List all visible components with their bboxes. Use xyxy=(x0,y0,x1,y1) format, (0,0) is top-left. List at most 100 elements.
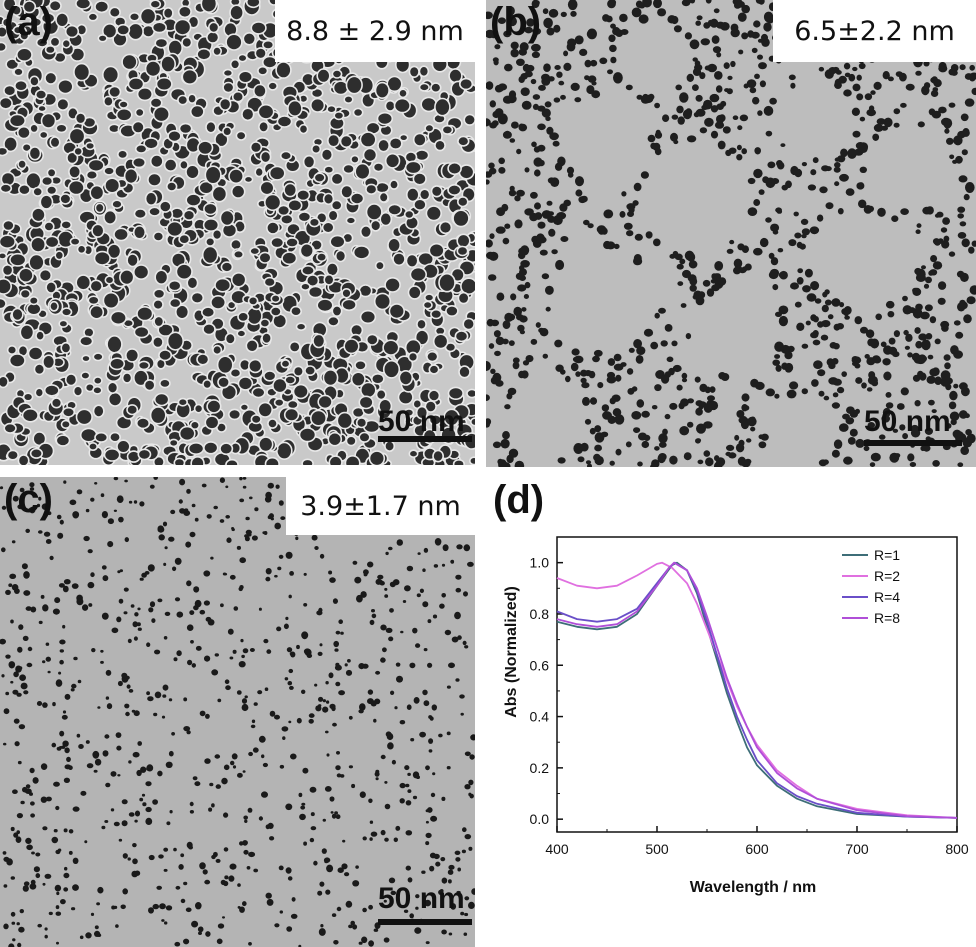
nanoparticle xyxy=(204,415,220,430)
nanoparticle xyxy=(101,511,108,519)
nanoparticle xyxy=(961,238,970,248)
nanoparticle xyxy=(175,885,181,890)
nanoparticle xyxy=(554,339,563,348)
nanoparticle xyxy=(950,419,957,426)
nanoparticle xyxy=(322,706,329,713)
nanoparticle xyxy=(925,276,932,284)
nanoparticle xyxy=(278,500,284,506)
nanoparticle xyxy=(110,808,115,812)
nanoparticle xyxy=(372,162,385,173)
nanoparticle xyxy=(839,302,845,308)
nanoparticle xyxy=(254,47,267,60)
nanoparticle xyxy=(859,166,867,173)
nanoparticle xyxy=(873,123,884,132)
nanoparticle xyxy=(122,853,128,859)
nanoparticle xyxy=(296,717,302,724)
nanoparticle xyxy=(464,784,471,790)
nanoparticle xyxy=(682,269,691,279)
nanoparticle xyxy=(264,193,282,212)
nanoparticle xyxy=(964,413,970,419)
nanoparticle xyxy=(493,330,501,338)
nanoparticle xyxy=(183,726,191,732)
nanoparticle xyxy=(851,356,859,362)
nanoparticle xyxy=(737,125,743,131)
nanoparticle xyxy=(173,847,177,852)
nanoparticle xyxy=(242,901,247,907)
nanoparticle xyxy=(370,372,385,385)
nanoparticle xyxy=(393,837,398,843)
nanoparticle xyxy=(175,263,193,281)
nanoparticle xyxy=(88,603,93,607)
nanoparticle xyxy=(581,382,590,389)
nanoparticle xyxy=(94,0,110,14)
nanoparticle xyxy=(667,15,677,24)
nanoparticle xyxy=(703,421,713,429)
nanoparticle xyxy=(26,662,33,668)
nanoparticle xyxy=(134,819,138,823)
nanoparticle xyxy=(236,545,241,550)
nanoparticle xyxy=(821,304,829,313)
nanoparticle xyxy=(107,391,123,407)
nanoparticle xyxy=(270,294,281,304)
nanoparticle xyxy=(486,394,490,401)
nanoparticle xyxy=(21,563,28,570)
nanoparticle xyxy=(248,942,252,946)
nanoparticle xyxy=(657,8,667,17)
nanoparticle xyxy=(599,57,608,65)
nanoparticle xyxy=(19,323,35,341)
nanoparticle xyxy=(265,491,272,499)
nanoparticle xyxy=(702,279,711,287)
nanoparticle xyxy=(468,792,472,797)
nanoparticle xyxy=(310,97,326,113)
nanoparticle xyxy=(108,6,121,19)
nanoparticle xyxy=(131,870,138,878)
nanoparticle xyxy=(205,931,211,937)
nanoparticle xyxy=(424,293,435,302)
nanoparticle xyxy=(579,48,588,57)
nanoparticle xyxy=(173,657,178,662)
nanoparticle xyxy=(214,131,229,148)
nanoparticle xyxy=(39,194,54,210)
x-tick-label: 500 xyxy=(645,841,669,857)
nanoparticle xyxy=(42,826,48,831)
nanoparticle xyxy=(950,345,959,355)
nanoparticle xyxy=(728,147,737,154)
nanoparticle xyxy=(18,926,25,933)
nanoparticle xyxy=(587,75,597,83)
nanoparticle xyxy=(40,796,48,803)
nanoparticle xyxy=(524,26,533,34)
nanoparticle xyxy=(722,126,731,134)
nanoparticle xyxy=(318,696,324,702)
nanoparticle xyxy=(87,158,105,173)
nanoparticle xyxy=(331,913,337,917)
nanoparticle xyxy=(174,941,181,947)
nanoparticle xyxy=(631,386,638,392)
nanoparticle xyxy=(73,146,84,157)
nanoparticle xyxy=(628,206,635,214)
nanoparticle xyxy=(891,215,899,222)
nanoparticle xyxy=(334,648,339,652)
nanoparticle xyxy=(93,769,98,773)
nanoparticle xyxy=(516,189,525,197)
nanoparticle xyxy=(2,219,15,232)
nanoparticle xyxy=(785,367,792,373)
nanoparticle xyxy=(729,239,735,245)
nanoparticle xyxy=(137,607,141,611)
nanoparticle xyxy=(463,591,468,597)
nanoparticle xyxy=(741,245,749,253)
nanoparticle xyxy=(556,212,567,220)
nanoparticle xyxy=(31,851,35,855)
nanoparticle xyxy=(491,120,499,127)
nanoparticle xyxy=(63,579,71,585)
nanoparticle xyxy=(316,252,328,263)
nanoparticle xyxy=(912,287,919,294)
nanoparticle xyxy=(957,206,966,213)
nanoparticle xyxy=(405,830,413,836)
nanoparticle xyxy=(8,113,26,128)
nanoparticle xyxy=(609,460,615,466)
nanoparticle xyxy=(866,357,876,366)
nanoparticle xyxy=(28,296,39,306)
y-tick-label: 0.8 xyxy=(530,606,550,622)
nanoparticle xyxy=(113,821,120,827)
nanoparticle xyxy=(953,320,961,326)
